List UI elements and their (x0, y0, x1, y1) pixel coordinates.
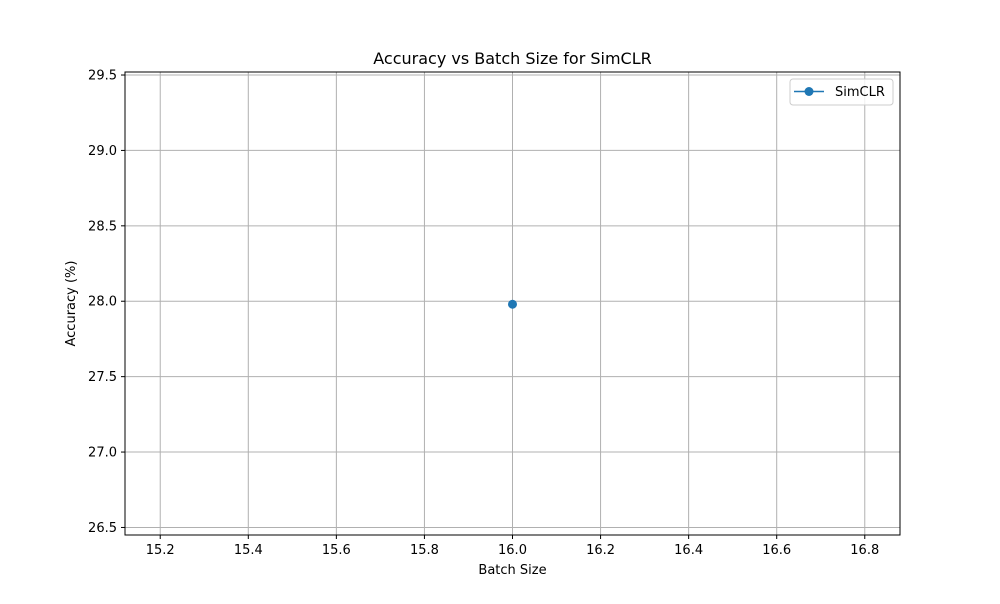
y-tick-label: 26.5 (88, 521, 117, 536)
legend-label-simclr: SimCLR (835, 85, 885, 100)
grid (125, 72, 900, 535)
y-axis-label: Accuracy (%) (64, 261, 79, 347)
x-tick-label: 16.0 (498, 543, 527, 558)
x-tick-label: 15.8 (410, 543, 439, 558)
series-layer (508, 299, 517, 309)
x-tick-label: 15.4 (234, 543, 263, 558)
y-tick-label: 28.5 (88, 219, 117, 234)
legend: SimCLR (789, 78, 894, 106)
y-tick-label: 29.0 (88, 144, 117, 159)
x-tick-label: 15.2 (146, 543, 175, 558)
x-tick-label: 16.6 (762, 543, 791, 558)
ticks: 15.2 15.4 15.6 15.8 16.0 16.2 16.4 16.6 16.8 26.5… (88, 69, 879, 558)
x-tick-label: 16.2 (586, 543, 615, 558)
x-axis-label: Batch Size (478, 563, 546, 578)
legend-box (789, 78, 894, 106)
y-tick-label: 28.0 (88, 295, 117, 310)
chart-title: Accuracy vs Batch Size for SimCLR (373, 49, 652, 68)
legend-marker-swatch (804, 87, 814, 96)
x-tick-label: 15.6 (322, 543, 351, 558)
y-tick-label: 27.5 (88, 370, 117, 385)
x-tick-label: 16.4 (674, 543, 703, 558)
x-tick-label: 16.8 (850, 543, 879, 558)
data-point (508, 299, 517, 309)
y-tick-label: 27.0 (88, 446, 117, 461)
y-tick-label: 29.5 (88, 69, 117, 84)
